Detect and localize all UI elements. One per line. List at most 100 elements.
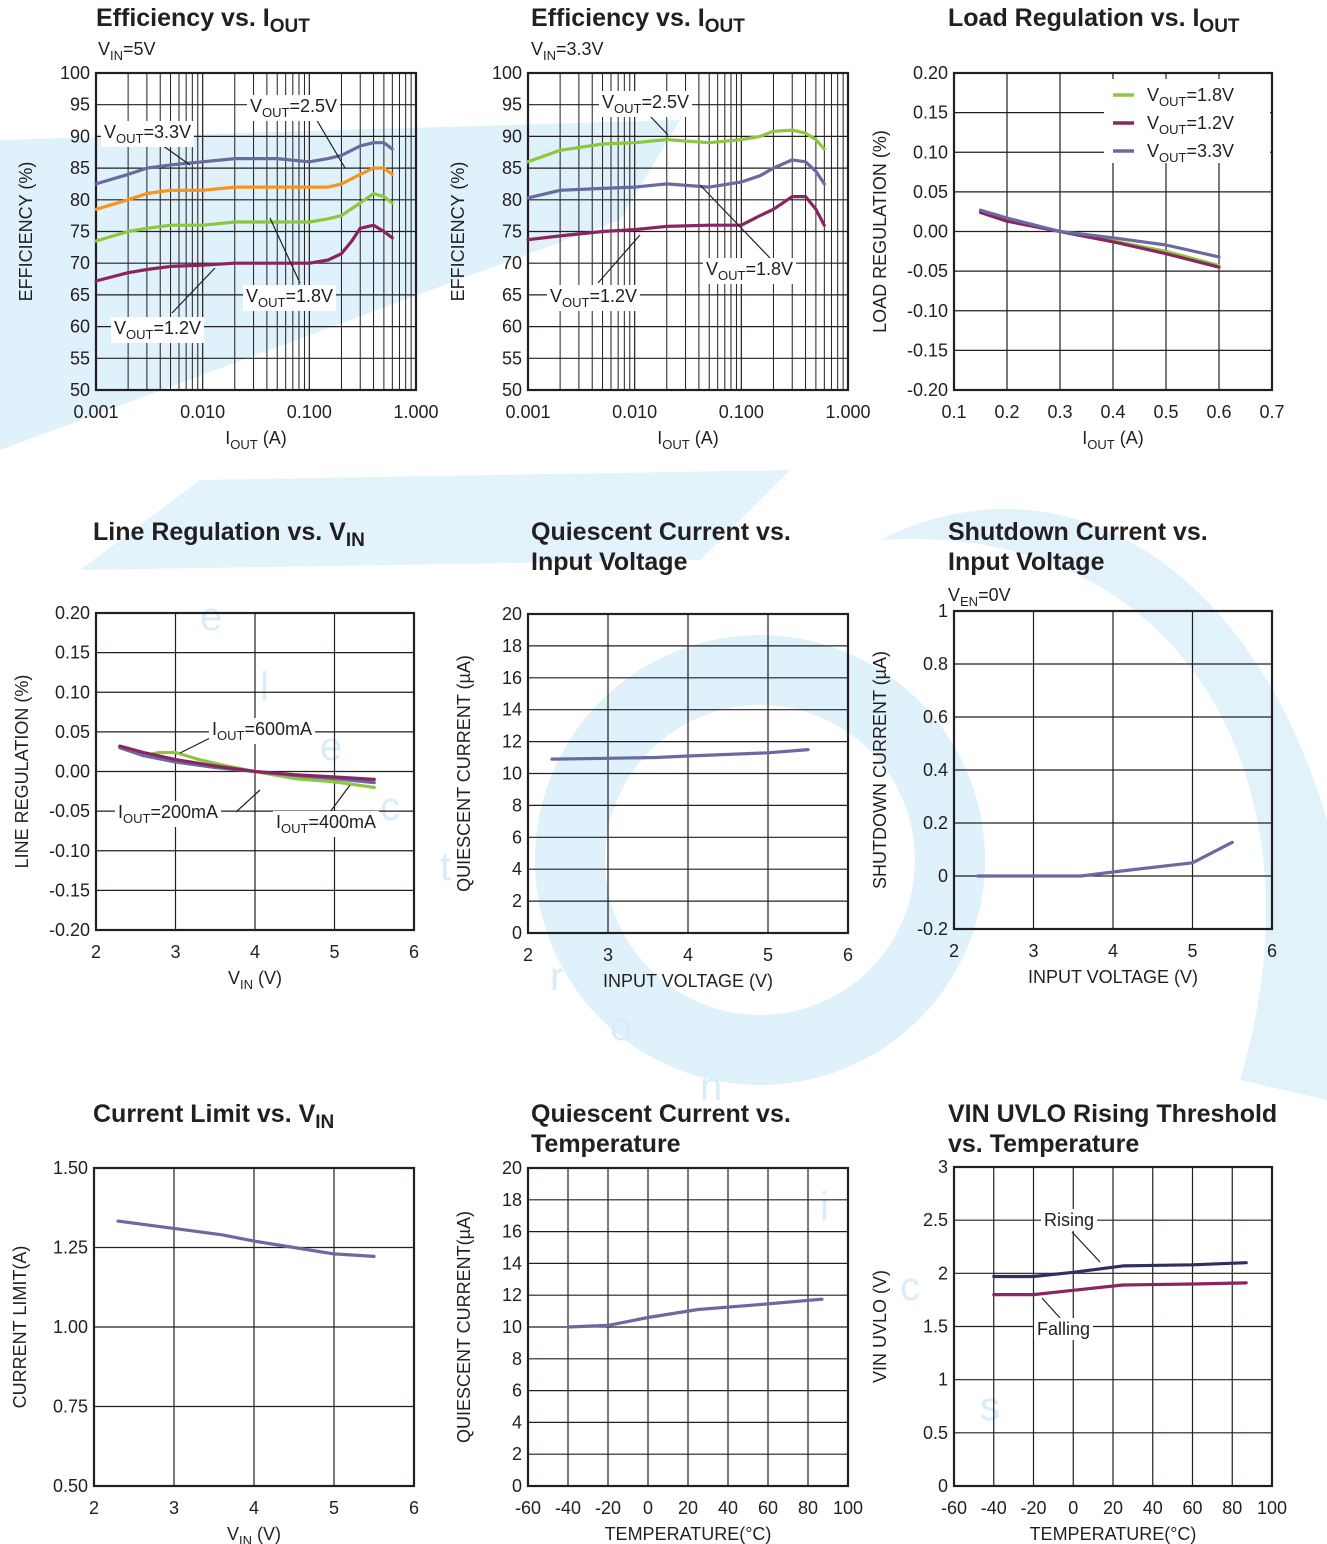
x-axis-label: VIN (V)	[228, 968, 282, 992]
annotation-bg	[273, 811, 380, 837]
x-tick-label: 0.010	[180, 402, 225, 422]
series-line	[94, 223, 394, 283]
x-tick-label: 6	[409, 1498, 419, 1518]
x-tick-label: -60	[941, 1498, 967, 1518]
x-tick-label: 1.000	[393, 402, 438, 422]
x-tick-label: 0.001	[505, 402, 550, 422]
x-tick-label: 2	[523, 945, 533, 965]
series-annotation: VOUT=1.2V	[114, 318, 201, 342]
y-tick-label: 0.20	[55, 603, 90, 623]
legend-entry: VOUT=3.3V	[1147, 141, 1234, 165]
y-axis-label: LOAD REGULATION (%)	[870, 130, 890, 333]
y-tick-label: 65	[502, 285, 522, 305]
y-tick-label: -0.15	[49, 880, 90, 900]
chart-loadreg: Load Regulation vs. IOUT 0.1 0.2 0.3 0.4 0.5 0…	[870, 4, 1285, 452]
y-tick-label: 0.50	[53, 1476, 88, 1496]
series-line	[976, 840, 1234, 878]
y-tick-label: 75	[502, 222, 522, 242]
legend-bg	[1104, 107, 1270, 135]
x-tick-label: 5	[329, 1498, 339, 1518]
x-tick-label: 0.010	[612, 402, 657, 422]
watermark-letter: c	[900, 1265, 920, 1309]
leader-line	[235, 789, 261, 813]
leader-line	[171, 267, 216, 314]
plot-frame	[952, 609, 1274, 931]
y-tick-label: 90	[502, 126, 522, 146]
watermark-stroke-2	[80, 470, 790, 570]
y-tick-label: 20	[502, 1158, 522, 1178]
watermark-stroke-1	[0, 120, 680, 450]
x-tick-label: 0.3	[1047, 402, 1072, 422]
y-tick-label: 0.2	[923, 813, 948, 833]
y-tick-label: 16	[502, 1222, 522, 1242]
y-tick-label: 8	[512, 795, 522, 815]
y-tick-label: 0	[512, 923, 522, 943]
x-tick-label: 0	[1068, 1498, 1078, 1518]
watermark-letter: t	[440, 845, 451, 889]
x-tick-label: 6	[1267, 941, 1277, 961]
y-tick-label: 85	[70, 158, 90, 178]
x-tick-label: 3	[169, 1498, 179, 1518]
x-tick-label: 0	[643, 1498, 653, 1518]
series-line	[550, 747, 810, 761]
annotation-bg	[209, 718, 316, 744]
y-tick-label: 0.75	[53, 1397, 88, 1417]
y-tick-label: -0.10	[907, 301, 948, 321]
y-tick-label: 0.05	[913, 182, 948, 202]
y-tick-label: 0	[938, 866, 948, 886]
legend-bg	[1104, 79, 1270, 107]
y-tick-label: -0.20	[49, 920, 90, 940]
series-line	[94, 141, 394, 186]
x-tick-label: 2	[949, 941, 959, 961]
plot-frame	[952, 1165, 1274, 1488]
plot-frame	[94, 71, 418, 392]
x-tick-label: 60	[758, 1498, 778, 1518]
y-tick-label: 0.4	[923, 760, 948, 780]
y-tick-label: 60	[502, 317, 522, 337]
y-tick-label: 2.5	[923, 1210, 948, 1230]
x-tick-label: -40	[555, 1498, 581, 1518]
chart-iqtemp: Quiescent Current vs.Temperature -60 -40 -2…	[454, 1100, 863, 1544]
x-tick-label: 0.100	[287, 402, 332, 422]
plot-frame	[526, 612, 850, 935]
legend-bg	[1104, 135, 1270, 163]
annotation-bg	[101, 121, 195, 147]
chart-isd: Shutdown Current vs.Input Voltage VEN=0V 2…	[870, 518, 1277, 987]
x-axis-label: IOUT (A)	[225, 428, 286, 452]
test-condition: VIN=3.3V	[531, 39, 604, 63]
watermark-letter: e	[200, 595, 222, 639]
y-tick-label: 6	[512, 827, 522, 847]
chart-title-line2: Input Voltage	[531, 548, 688, 576]
y-tick-label: 90	[70, 126, 90, 146]
x-axis-label: VIN (V)	[227, 1524, 281, 1544]
leader-line	[1071, 1231, 1101, 1263]
grid	[527, 72, 848, 391]
x-tick-label: 5	[763, 945, 773, 965]
y-axis-label: EFFICIENCY (%)	[16, 162, 36, 302]
chart-title-line2: Input Voltage	[948, 548, 1105, 576]
y-tick-label: 95	[70, 95, 90, 115]
x-tick-label: 3	[603, 945, 613, 965]
y-tick-label: 1.50	[53, 1158, 88, 1178]
y-tick-label: 0.00	[913, 222, 948, 242]
x-axis-label: INPUT VOLTAGE (V)	[1028, 967, 1198, 987]
y-tick-label: 95	[502, 95, 522, 115]
watermark-arc	[880, 509, 1327, 1100]
x-tick-label: 0.6	[1206, 402, 1231, 422]
series-line	[118, 744, 376, 782]
watermark-letter: o	[610, 1005, 632, 1049]
chart-title: Line Regulation vs. VIN	[93, 518, 365, 551]
y-axis-label: SHUTDOWN CURRENT (µA)	[870, 651, 890, 889]
y-tick-label: 0.8	[923, 654, 948, 674]
y-tick-label: 100	[492, 63, 522, 83]
y-tick-label: 4	[512, 859, 522, 879]
y-tick-label: 0.5	[923, 1423, 948, 1443]
y-tick-label: 0.10	[55, 682, 90, 702]
annotation-bg	[547, 285, 641, 311]
watermark-letter: l	[260, 665, 269, 709]
chart-title: VIN UVLO Rising Threshold	[948, 1100, 1277, 1128]
plot-frame	[526, 71, 850, 392]
x-tick-label: 6	[409, 942, 419, 962]
y-tick-label: 16	[502, 668, 522, 688]
y-tick-label: 6	[512, 1381, 522, 1401]
